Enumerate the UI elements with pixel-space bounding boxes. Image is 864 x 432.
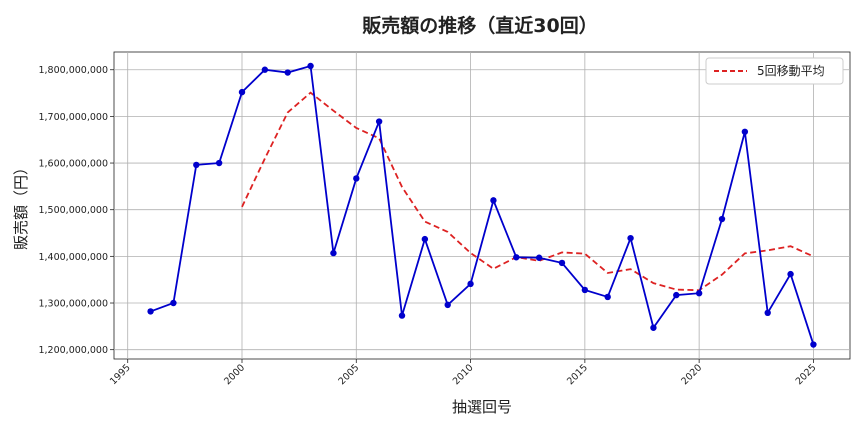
legend: 5回移動平均 <box>705 57 844 85</box>
y-axis-label: 販売額（円） <box>12 160 30 250</box>
sales-point <box>558 259 566 267</box>
y-tick-label: 1,300,000,000 <box>38 299 108 310</box>
sales-point <box>741 128 749 135</box>
sales-point <box>650 324 657 331</box>
y-tick-label: 1,600,000,000 <box>38 159 108 170</box>
y-tick-label: 1,400,000,000 <box>38 252 108 263</box>
plot-area <box>113 51 851 360</box>
y-tick-label: 1,700,000,000 <box>38 112 108 123</box>
y-tick-label: 1,500,000,000 <box>38 205 108 216</box>
sales-point <box>490 197 497 204</box>
sales-point <box>810 341 817 348</box>
x-tick-label: 2025 <box>794 362 819 387</box>
sales-point <box>307 62 314 70</box>
sales-point <box>353 175 360 182</box>
chart-title: 販売額の推移（直近30回） <box>362 14 597 37</box>
legend-box <box>705 57 844 85</box>
x-tick-label: 2020 <box>679 362 704 387</box>
x-tick-label: 2000 <box>222 362 247 387</box>
sales-point <box>193 161 200 169</box>
sales-point <box>764 309 771 317</box>
sales-point <box>513 254 520 261</box>
x-tick-label: 2005 <box>337 362 362 387</box>
y-tick-label: 1,200,000,000 <box>38 345 108 356</box>
sales-point <box>398 312 406 319</box>
sales-point <box>695 290 703 297</box>
sales-point <box>238 88 246 96</box>
x-tick-label: 1995 <box>108 362 133 387</box>
y-axis-ticks: 1,200,000,000 1,300,000,000 1,400,000,000 1… <box>38 65 114 356</box>
sales-point <box>444 301 451 309</box>
sales-point <box>604 293 611 301</box>
sales-point <box>261 66 269 73</box>
sales-point <box>421 235 429 243</box>
x-axis-label: 抽選回号 <box>452 398 512 416</box>
sales-point <box>170 299 177 307</box>
sales-point <box>215 159 223 167</box>
sales-point <box>673 291 680 299</box>
series-layer <box>147 62 817 348</box>
legend-label-moving-average: 5回移動平均 <box>757 64 825 78</box>
sales-line <box>150 64 815 345</box>
sales-point <box>147 308 154 315</box>
sales-point <box>787 270 794 278</box>
sales-point <box>467 280 474 288</box>
sales-point <box>375 118 383 125</box>
sales-point <box>284 69 291 76</box>
x-axis-ticks: 1995 2000 2005 2010 2015 2020 2025 <box>108 359 819 387</box>
sales-point <box>535 254 543 261</box>
sales-point <box>718 215 726 223</box>
y-tick-label: 1,800,000,000 <box>38 65 108 76</box>
x-tick-label: 2015 <box>565 362 590 387</box>
sales-point <box>627 234 634 242</box>
sales-point <box>581 286 589 294</box>
x-tick-label: 2010 <box>451 362 476 387</box>
sales-point <box>330 249 337 257</box>
